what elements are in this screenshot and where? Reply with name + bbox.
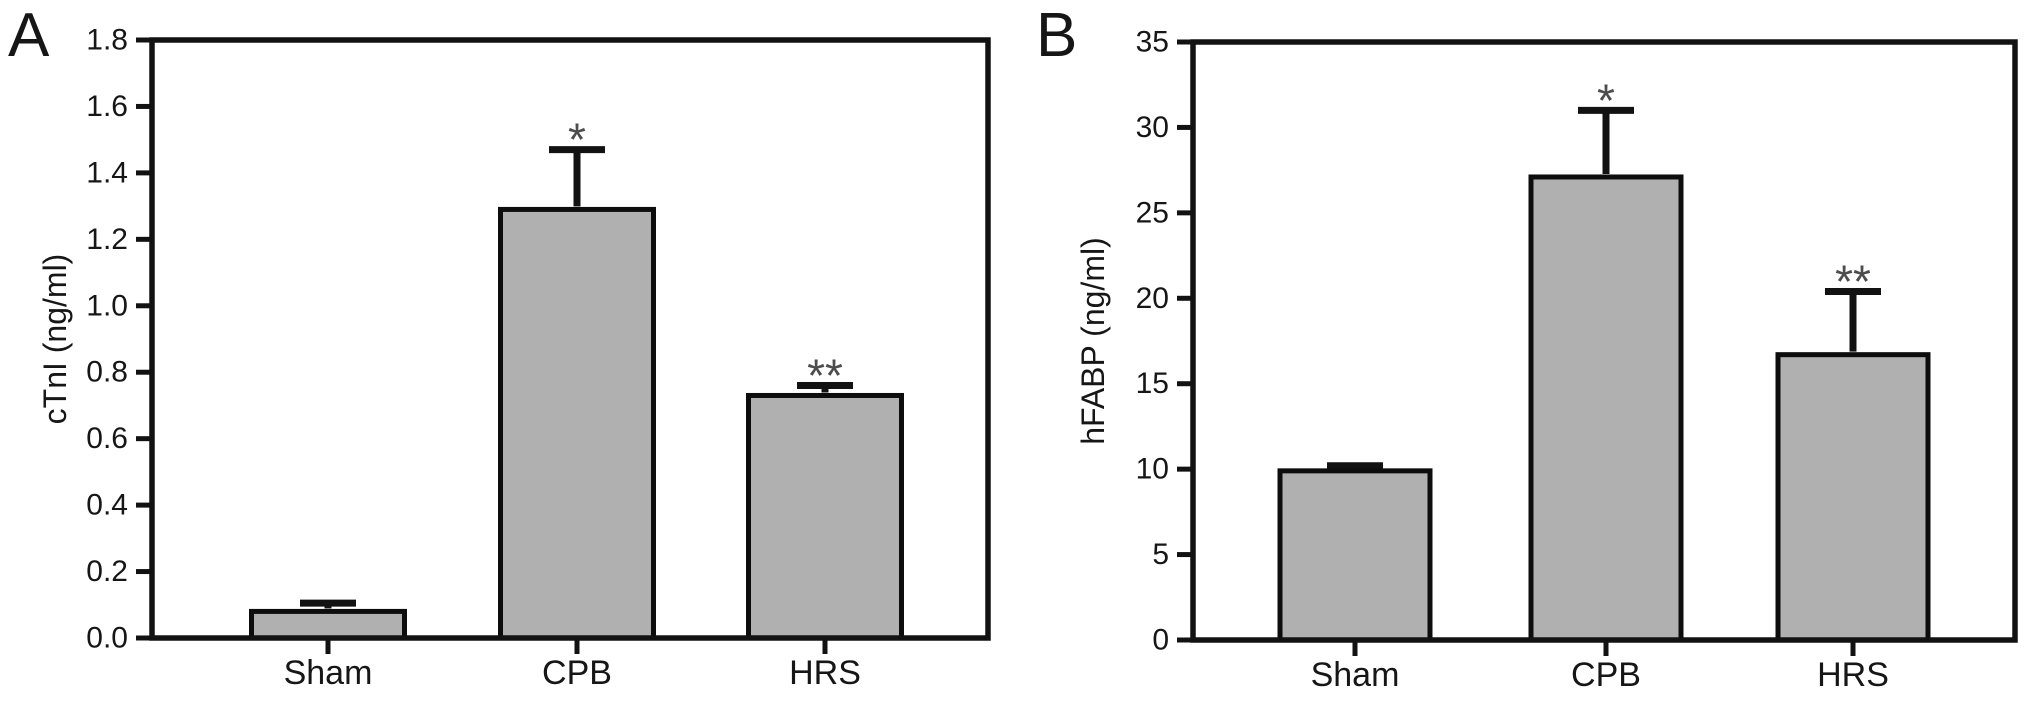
panel-label-B: B [1036, 1, 1077, 70]
y-tick-label: 0.0 [86, 622, 128, 655]
y-tick-label: 30 [1136, 111, 1169, 144]
y-tick-label: 0.6 [86, 422, 128, 455]
y-tick-label: 1.4 [86, 156, 128, 189]
y-tick-label: 1.2 [86, 223, 128, 256]
y-tick-label: 35 [1136, 26, 1169, 59]
bar-hrs [1775, 352, 1931, 643]
x-tick-label-hrs: HRS [789, 654, 861, 692]
x-tick-label-cpb: CPB [1571, 656, 1641, 694]
y-tick-label: 1.6 [86, 90, 128, 123]
y-tick-label: 1.8 [86, 24, 128, 57]
x-tick-label-hrs: HRS [1817, 656, 1889, 694]
significance-cpb: * [568, 114, 586, 166]
error-bar-cpb [1578, 106, 1634, 174]
plot-box [149, 37, 991, 641]
x-tick-label-sham: Sham [1311, 656, 1400, 694]
y-axis-title: hFABP (ng/ml) [1075, 237, 1111, 444]
y-tick-label: 10 [1136, 453, 1169, 486]
error-bar-hrs [797, 382, 853, 393]
bar-hrs [746, 392, 904, 641]
bar-cpb [498, 206, 656, 641]
bar-cpb [1528, 174, 1684, 643]
bar-sham [249, 608, 407, 641]
error-bar-cpb [549, 146, 605, 207]
y-tick-label: 0.8 [86, 356, 128, 389]
y-tick-label: 25 [1136, 196, 1169, 229]
x-tick-label-sham: Sham [284, 654, 373, 692]
significance-cpb: * [1597, 74, 1615, 126]
error-bar-hrs [1825, 287, 1881, 352]
x-tick-label-cpb: CPB [542, 654, 612, 692]
panel-label-A: A [8, 1, 50, 70]
y-tick-label: 15 [1136, 367, 1169, 400]
y-tick-label: 5 [1152, 538, 1169, 571]
y-tick-label: 0.2 [86, 555, 128, 588]
bar-sham [1277, 468, 1433, 643]
y-tick-label: 1.0 [86, 289, 128, 322]
significance-hrs: ** [1835, 255, 1871, 307]
error-bar-sham [1327, 462, 1383, 470]
significance-hrs: ** [807, 350, 843, 402]
y-tick-label: 0 [1152, 624, 1169, 657]
y-tick-label: 20 [1136, 282, 1169, 315]
error-bar-sham [300, 599, 356, 609]
y-axis-title: cTnI (ng/ml) [37, 254, 73, 425]
y-tick-label: 0.4 [86, 489, 128, 522]
